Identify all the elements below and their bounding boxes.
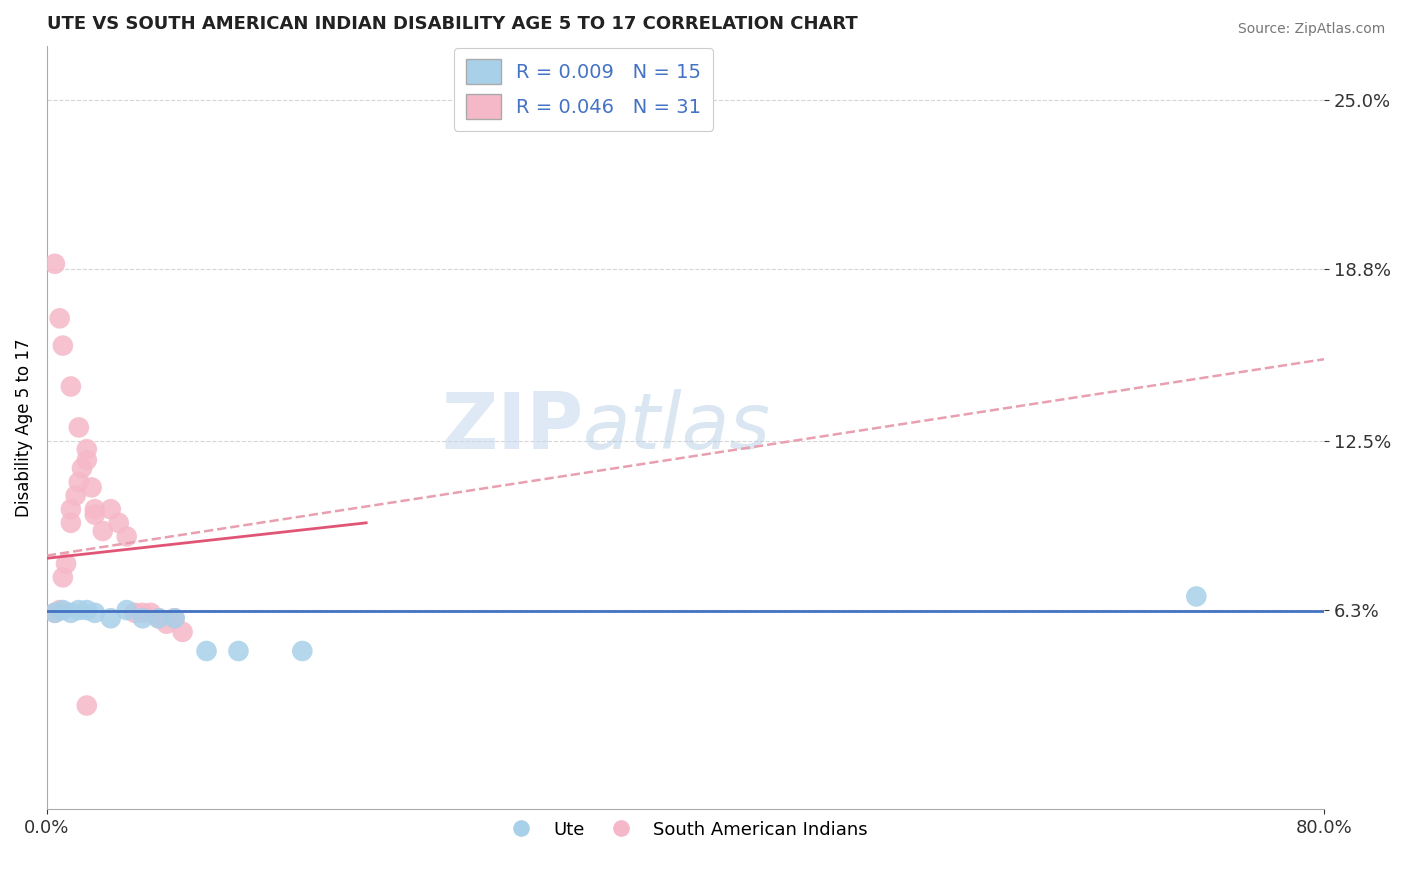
Point [65,489,87,503]
Point [59,379,82,393]
Point [44,606,66,620]
Text: UTE VS SOUTH AMERICAN INDIAN DISABILITY AGE 5 TO 17 CORRELATION CHART: UTE VS SOUTH AMERICAN INDIAN DISABILITY … [46,15,858,33]
Point [83,606,105,620]
Point [115,529,138,543]
Point [67,475,90,489]
Point [83,508,105,522]
Point [44,606,66,620]
Point [48,311,70,326]
Text: atlas: atlas [583,390,770,466]
Point [55,557,77,571]
Point [1185,590,1208,604]
Point [195,644,218,658]
Point [131,611,153,625]
Point [100,502,122,516]
Text: Source: ZipAtlas.com: Source: ZipAtlas.com [1237,22,1385,37]
Point [163,611,186,625]
Point [91,524,114,538]
Point [44,257,66,271]
Point [76,603,98,617]
Point [107,516,129,530]
Point [148,611,170,625]
Point [76,698,98,713]
Point [70,461,93,475]
Point [131,606,153,620]
Point [76,453,98,467]
Point [228,644,250,658]
Point [52,338,75,352]
Point [48,603,70,617]
Legend: Ute, South American Indians: Ute, South American Indians [496,814,876,846]
Point [76,442,98,457]
Text: ZIP: ZIP [441,390,583,466]
Point [163,611,186,625]
Point [52,603,75,617]
Point [59,606,82,620]
Point [59,516,82,530]
Point [139,606,162,620]
Point [115,603,138,617]
Point [124,606,146,620]
Point [172,624,194,639]
Point [156,616,179,631]
Point [148,611,170,625]
Point [83,502,105,516]
Y-axis label: Disability Age 5 to 17: Disability Age 5 to 17 [15,338,32,516]
Point [100,611,122,625]
Point [59,502,82,516]
Point [67,603,90,617]
Point [52,570,75,584]
Point [67,420,90,434]
Point [80,480,103,494]
Point [291,644,314,658]
